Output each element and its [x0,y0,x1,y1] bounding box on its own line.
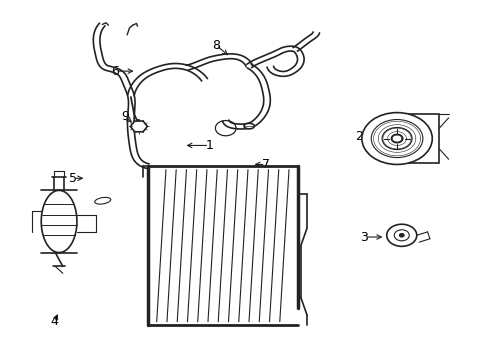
Polygon shape [401,114,438,163]
Polygon shape [130,121,147,132]
Circle shape [381,127,411,150]
Circle shape [390,134,402,143]
Ellipse shape [95,197,110,204]
Text: 4: 4 [50,315,58,328]
Circle shape [399,234,403,237]
Circle shape [361,113,431,165]
Circle shape [393,230,408,241]
Text: 9: 9 [121,109,128,122]
Text: 8: 8 [212,39,220,52]
Text: 7: 7 [261,158,269,171]
Text: 6: 6 [111,65,119,78]
Text: 3: 3 [360,230,367,243]
Ellipse shape [244,123,254,129]
Circle shape [386,224,416,246]
Text: 5: 5 [69,172,77,185]
Ellipse shape [41,190,77,253]
Text: 2: 2 [355,130,363,143]
Text: 1: 1 [205,139,213,152]
Circle shape [370,120,422,158]
